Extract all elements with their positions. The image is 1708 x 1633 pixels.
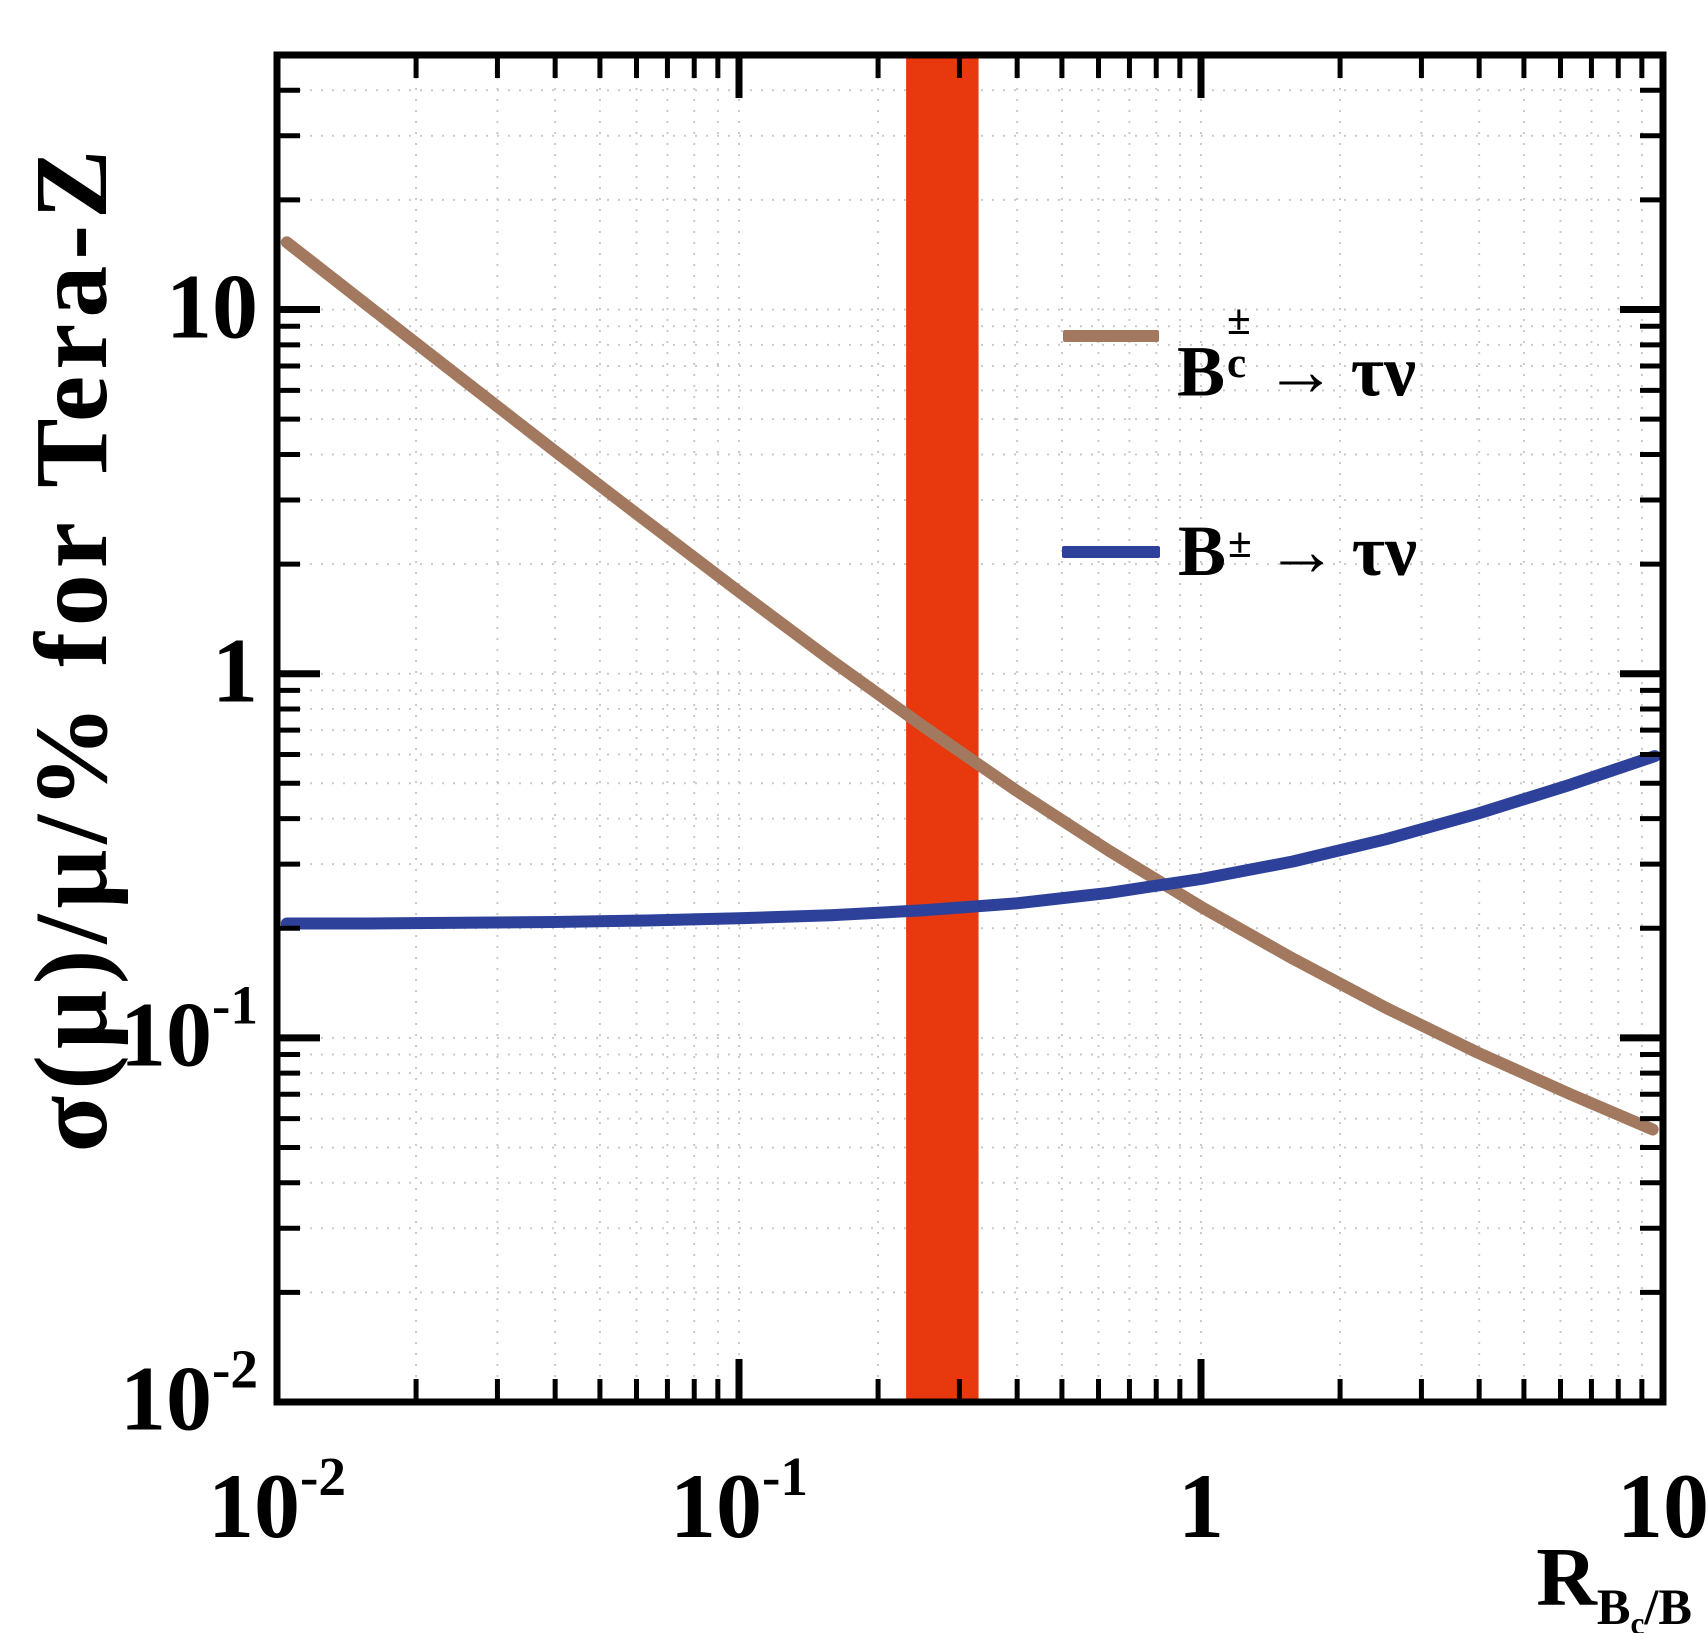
Bc-to-taunu-curve [280, 236, 1659, 1136]
legend-entry-b-taunu: B ± → τν [1062, 515, 1417, 608]
legend-label-bc-taunu: B ± c → τν [1177, 297, 1416, 408]
legend-entry-bc-taunu: B ± c → τν [1063, 299, 1416, 407]
legend-text-charge: ± [1228, 519, 1252, 567]
x-tick-label: 10-2 [208, 1446, 346, 1557]
y-tick-label: 10 [166, 254, 258, 357]
B-to-taunu-curve [280, 750, 1661, 930]
x-tick-label: 1 [1178, 1455, 1224, 1557]
legend-swatch-b-taunu [1062, 546, 1160, 558]
axis-ticks [273, 52, 1667, 1406]
y-tick-label: 10-2 [120, 1338, 258, 1450]
legend-text-particle: B [1178, 511, 1227, 591]
arrow-icon: → [1264, 331, 1337, 412]
x-tick-label: 10-1 [670, 1446, 808, 1557]
legend-text-particle: B [1177, 331, 1226, 412]
arrow-icon: → [1265, 511, 1338, 591]
legend-label-b-taunu: B ± → τν [1178, 515, 1417, 608]
y-tick-label: 1 [212, 619, 258, 722]
legend-text-final-state: τν [1351, 511, 1418, 591]
x-axis-title-subsub: c [1630, 1605, 1645, 1633]
x-axis-title: RBc/B [1536, 1536, 1692, 1633]
y-axis-title: σ(μ)/μ/% for Tera-Z [14, 143, 129, 1153]
x-axis-title-main: R [1536, 1531, 1597, 1624]
legend-text-final-state: τν [1350, 331, 1417, 412]
x-tick-label: 10 [1617, 1455, 1708, 1557]
plot-frame [273, 51, 1667, 1406]
x-axis-title-subpost: /B [1644, 1579, 1692, 1633]
x-axis-title-sub: B [1596, 1579, 1631, 1633]
legend-text-subscript [1228, 565, 1252, 608]
legend-text-subscript: c [1227, 340, 1247, 388]
legend-text-charge: ± [1227, 297, 1251, 344]
legend-swatch-bc-taunu [1063, 330, 1159, 342]
y-tick-label: 10-1 [120, 974, 258, 1086]
